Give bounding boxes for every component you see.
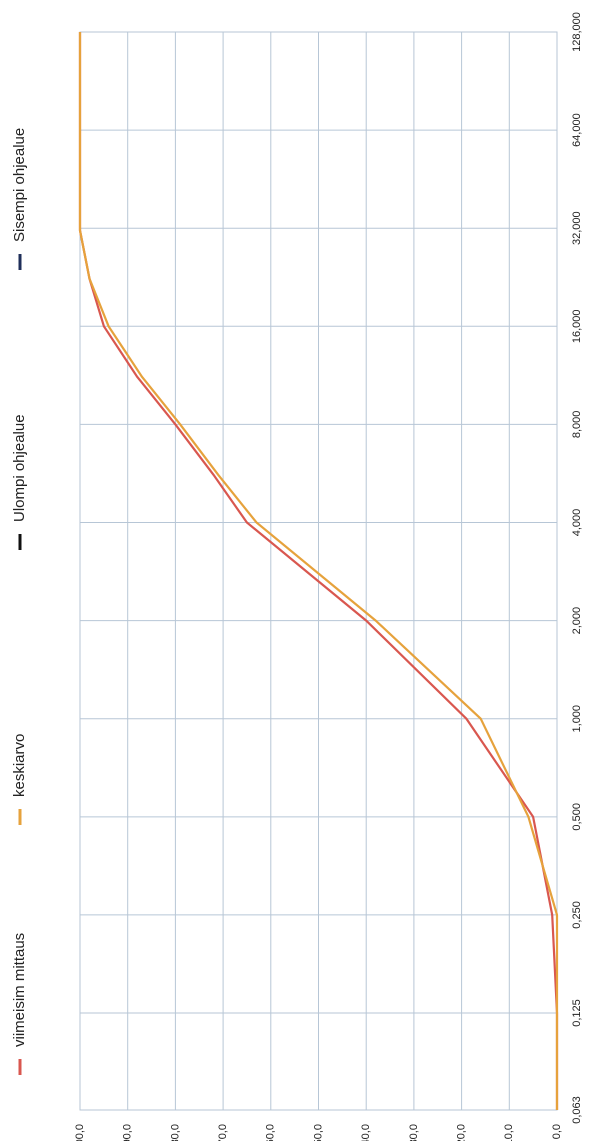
x-tick-label: 32,000 bbox=[571, 211, 583, 245]
y-tick-label: 70,0 bbox=[217, 1124, 229, 1141]
x-tick-label: 2,000 bbox=[571, 607, 583, 635]
y-tick-label: 40,0 bbox=[360, 1124, 372, 1141]
legend-label: keskiarvo bbox=[11, 734, 28, 797]
y-tick-label: 10,0 bbox=[503, 1124, 515, 1141]
x-tick-label: 16,000 bbox=[571, 309, 583, 343]
legend-label: Ulompi ohjealue bbox=[11, 414, 28, 522]
x-tick-label: 0,250 bbox=[571, 901, 583, 929]
x-tick-label: 8,000 bbox=[571, 411, 583, 439]
legend-label: viimeisim mittaus bbox=[11, 933, 28, 1047]
y-tick-label: 0,0 bbox=[551, 1124, 563, 1139]
x-tick-label: 128,000 bbox=[571, 12, 583, 52]
x-tick-label: 0,500 bbox=[571, 803, 583, 831]
y-tick-label: 60,0 bbox=[265, 1124, 277, 1141]
y-tick-label: 90,0 bbox=[122, 1124, 134, 1141]
x-tick-label: 0,125 bbox=[571, 999, 583, 1027]
y-tick-label: 100,0 bbox=[74, 1124, 86, 1141]
x-tick-label: 1,000 bbox=[571, 705, 583, 733]
series-line bbox=[78, 32, 559, 1110]
y-tick-label: 50,0 bbox=[312, 1124, 324, 1141]
x-tick-label: 64,000 bbox=[571, 113, 583, 147]
plot-frame bbox=[79, 31, 558, 1111]
x-tick-label: 4,000 bbox=[571, 509, 583, 537]
legend-label: Sisempi ohjealue bbox=[11, 128, 28, 242]
x-tick-label: 0,063 bbox=[571, 1096, 583, 1124]
y-tick-label: 80,0 bbox=[169, 1124, 181, 1141]
y-tick-label: 20,0 bbox=[456, 1124, 468, 1141]
y-tick-label: 30,0 bbox=[408, 1124, 420, 1141]
